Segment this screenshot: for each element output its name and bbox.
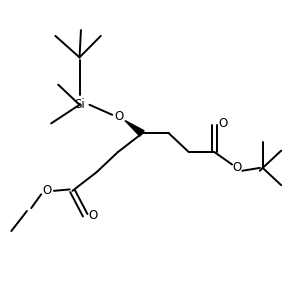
Text: O: O <box>89 209 98 222</box>
Text: O: O <box>115 110 124 123</box>
Text: O: O <box>42 184 51 197</box>
Text: O: O <box>233 161 242 174</box>
Polygon shape <box>125 121 144 136</box>
Text: Si: Si <box>74 98 85 111</box>
Text: O: O <box>218 117 227 130</box>
